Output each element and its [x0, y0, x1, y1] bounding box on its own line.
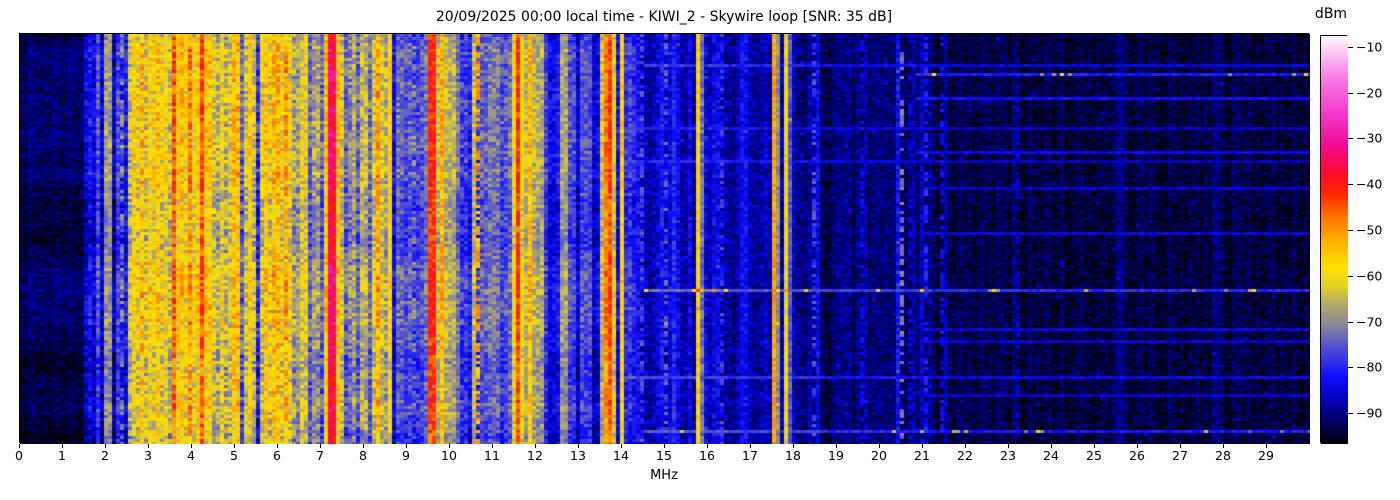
- x-tick-mark: [148, 444, 149, 448]
- waterfall-canvas: [20, 34, 1310, 444]
- x-tick-label: 15: [656, 448, 672, 463]
- colorbar-tick-mark: [1348, 413, 1353, 415]
- x-tick-label: 28: [1215, 448, 1231, 463]
- x-tick-mark: [793, 444, 794, 448]
- colorbar-tick-label: −90: [1356, 405, 1383, 421]
- x-tick-mark: [492, 444, 493, 448]
- colorbar-label: dBm: [1314, 6, 1348, 22]
- x-tick-label: 16: [699, 448, 715, 463]
- waterfall-plot-area: [19, 33, 1310, 444]
- colorbar-tick-label: −50: [1356, 222, 1383, 238]
- x-tick-mark: [750, 444, 751, 448]
- colorbar-tick-mark: [1348, 92, 1353, 94]
- x-tick-label: 4: [187, 448, 195, 463]
- x-tick-label: 21: [914, 448, 930, 463]
- x-tick-label: 23: [1000, 448, 1016, 463]
- x-tick-mark: [1008, 444, 1009, 448]
- colorbar-tick-label: −30: [1356, 130, 1383, 146]
- x-tick-mark: [621, 444, 622, 448]
- x-tick-mark: [1180, 444, 1181, 448]
- colorbar-tick-label: −40: [1356, 176, 1383, 192]
- x-tick-label: 2: [101, 448, 109, 463]
- x-tick-label: 17: [742, 448, 758, 463]
- x-tick-mark: [363, 444, 364, 448]
- colorbar-tick-mark: [1348, 230, 1353, 232]
- x-tick-mark: [234, 444, 235, 448]
- x-tick-label: 3: [144, 448, 152, 463]
- colorbar-tick-label: −70: [1356, 314, 1383, 330]
- x-tick-label: 25: [1086, 448, 1102, 463]
- x-tick-mark: [836, 444, 837, 448]
- colorbar-tick-label: −80: [1356, 359, 1383, 375]
- x-tick-label: 29: [1258, 448, 1274, 463]
- x-tick-label: 12: [527, 448, 543, 463]
- x-tick-label: 9: [402, 448, 410, 463]
- x-tick-label: 22: [957, 448, 973, 463]
- x-tick-label: 8: [359, 448, 367, 463]
- x-tick-label: 26: [1129, 448, 1145, 463]
- x-tick-label: 7: [316, 448, 324, 463]
- x-tick-mark: [922, 444, 923, 448]
- colorbar-tick-mark: [1348, 321, 1353, 323]
- colorbar-tick-mark: [1348, 184, 1353, 186]
- colorbar-tick-label: −20: [1356, 85, 1383, 101]
- x-tick-label: 20: [871, 448, 887, 463]
- colorbar-tick-mark: [1348, 138, 1353, 140]
- x-tick-label: 18: [785, 448, 801, 463]
- x-tick-mark: [578, 444, 579, 448]
- x-tick-mark: [105, 444, 106, 448]
- x-axis-label: MHz: [650, 468, 678, 483]
- x-tick-mark: [19, 444, 20, 448]
- x-tick-mark: [879, 444, 880, 448]
- x-tick-mark: [320, 444, 321, 448]
- x-tick-mark: [707, 444, 708, 448]
- x-tick-label: 5: [230, 448, 238, 463]
- colorbar-tick-mark: [1348, 367, 1353, 369]
- colorbar-tick-label: −60: [1356, 268, 1383, 284]
- x-tick-label: 1: [58, 448, 66, 463]
- x-tick-label: 27: [1172, 448, 1188, 463]
- x-tick-mark: [449, 444, 450, 448]
- colorbar: [1320, 35, 1348, 444]
- x-tick-mark: [1223, 444, 1224, 448]
- colorbar-tick-mark: [1348, 46, 1353, 48]
- x-tick-label: 14: [613, 448, 629, 463]
- x-tick-mark: [191, 444, 192, 448]
- x-tick-label: 10: [441, 448, 457, 463]
- x-tick-mark: [1266, 444, 1267, 448]
- x-tick-mark: [664, 444, 665, 448]
- x-tick-mark: [62, 444, 63, 448]
- colorbar-tick-label: −10: [1356, 39, 1383, 55]
- x-tick-mark: [406, 444, 407, 448]
- x-tick-label: 19: [828, 448, 844, 463]
- x-tick-label: 11: [484, 448, 500, 463]
- x-tick-mark: [277, 444, 278, 448]
- x-tick-mark: [1051, 444, 1052, 448]
- x-tick-mark: [965, 444, 966, 448]
- x-tick-label: 13: [570, 448, 586, 463]
- chart-title: 20/09/2025 00:00 local time - KIWI_2 - S…: [435, 9, 893, 25]
- x-tick-mark: [1094, 444, 1095, 448]
- colorbar-canvas: [1321, 36, 1348, 444]
- x-tick-mark: [1137, 444, 1138, 448]
- x-tick-label: 6: [273, 448, 281, 463]
- x-tick-label: 24: [1043, 448, 1059, 463]
- colorbar-tick-mark: [1348, 275, 1353, 277]
- x-tick-mark: [535, 444, 536, 448]
- x-tick-label: 0: [15, 448, 23, 463]
